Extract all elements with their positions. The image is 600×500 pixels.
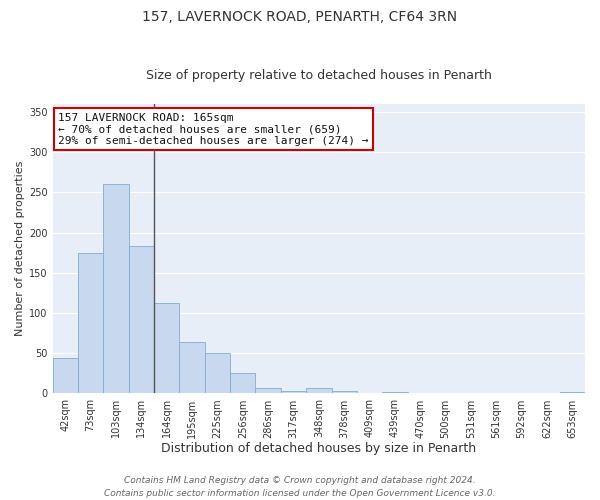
Bar [357, 392, 382, 394]
Bar [230, 374, 256, 394]
Bar [281, 391, 306, 394]
Bar [458, 392, 484, 394]
Bar [560, 392, 585, 394]
Bar [78, 253, 103, 394]
Bar [332, 391, 357, 394]
Bar [205, 354, 230, 394]
X-axis label: Distribution of detached houses by size in Penarth: Distribution of detached houses by size … [161, 442, 476, 455]
Title: Size of property relative to detached houses in Penarth: Size of property relative to detached ho… [146, 69, 492, 82]
Y-axis label: Number of detached properties: Number of detached properties [15, 161, 25, 336]
Text: 157, LAVERNOCK ROAD, PENARTH, CF64 3RN: 157, LAVERNOCK ROAD, PENARTH, CF64 3RN [142, 10, 458, 24]
Bar [129, 246, 154, 394]
Bar [154, 302, 179, 394]
Bar [179, 342, 205, 394]
Bar [103, 184, 129, 394]
Text: Contains HM Land Registry data © Crown copyright and database right 2024.
Contai: Contains HM Land Registry data © Crown c… [104, 476, 496, 498]
Text: 157 LAVERNOCK ROAD: 165sqm
← 70% of detached houses are smaller (659)
29% of sem: 157 LAVERNOCK ROAD: 165sqm ← 70% of deta… [58, 112, 368, 146]
Bar [382, 392, 407, 394]
Bar [53, 358, 78, 394]
Bar [256, 388, 281, 394]
Bar [306, 388, 332, 394]
